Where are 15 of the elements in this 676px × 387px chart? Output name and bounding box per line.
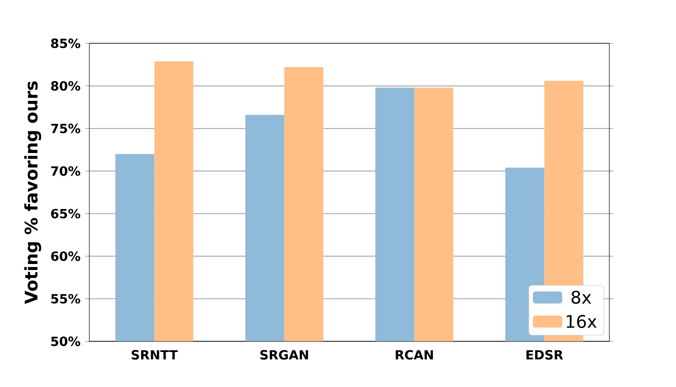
y-tick-label: 80%	[51, 81, 80, 91]
x-tick-label: RCAN	[396, 350, 433, 360]
y-tick-label: 50%	[51, 336, 80, 346]
y-tick-label: 75%	[51, 124, 80, 134]
y-tick-label: 55%	[51, 294, 80, 304]
x-tick-label: SRNTT	[132, 350, 178, 360]
x-tick-label: EDSR	[526, 350, 564, 360]
y-axis-title: Voting % favoring ours	[24, 82, 42, 304]
legend-label: 8x	[572, 290, 592, 304]
x-tick-label: SRGAN	[260, 350, 308, 360]
y-tick-label: 70%	[51, 166, 80, 176]
y-tick-label: 60%	[51, 252, 80, 262]
y-tick-label: 65%	[51, 208, 80, 219]
y-tick-label: 85%	[51, 38, 80, 48]
legend-label: 16x	[566, 315, 597, 328]
